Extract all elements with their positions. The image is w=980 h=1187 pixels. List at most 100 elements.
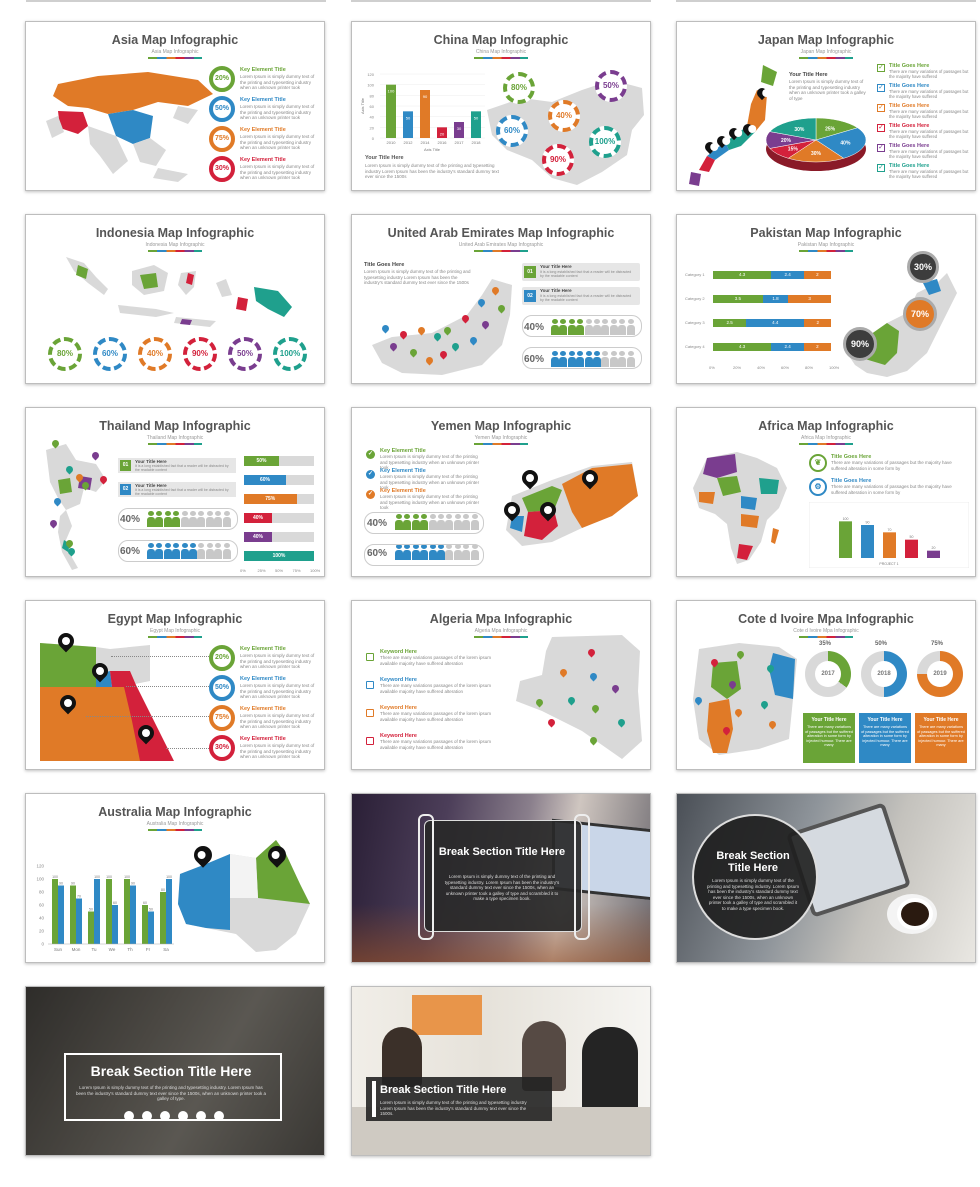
slide-australia-map[interactable]: Australia Map Infographic Australia Map … xyxy=(25,793,325,963)
person-icon xyxy=(593,357,601,367)
break-title: Break Section Title Here xyxy=(90,1063,252,1079)
percent-ring: 50% xyxy=(595,70,627,102)
person-icon xyxy=(559,325,568,335)
slide-title: Pakistan Map Infographic xyxy=(750,226,902,240)
person-icon xyxy=(197,549,206,559)
percent-ring: 100% xyxy=(589,126,621,158)
person-icon xyxy=(567,325,576,335)
slide-africa-map[interactable]: Africa Map Infographic Africa Map Infogr… xyxy=(676,407,976,577)
person-icon xyxy=(584,357,593,367)
percent-label: 40% xyxy=(524,322,545,333)
bar-value: 50 xyxy=(406,115,411,120)
person-icon xyxy=(190,543,196,548)
person-icon xyxy=(189,549,197,559)
person-icon xyxy=(609,357,618,367)
color-stripe xyxy=(799,57,853,59)
person-icon xyxy=(403,550,412,560)
person-icon xyxy=(198,511,205,516)
slide-subtitle: Africa Map Infographic xyxy=(800,435,852,441)
prev-row-edge xyxy=(351,0,651,2)
person-icon xyxy=(148,511,154,516)
indonesia-map xyxy=(66,257,292,327)
progress-track xyxy=(244,532,314,542)
x-tick-label: We xyxy=(109,947,116,952)
bar-value: 90 xyxy=(423,94,428,99)
bar xyxy=(437,127,447,138)
person-icon xyxy=(559,357,568,367)
bar-value: 30 xyxy=(457,126,462,131)
slide-yemen-map[interactable]: Yemen Map Infographic Yemen Map Infograp… xyxy=(351,407,651,577)
bar-value: 50 xyxy=(89,908,93,912)
slide-uae-map[interactable]: United Arab Emirates Map Infographic Uni… xyxy=(351,214,651,384)
slide-thailand-map[interactable]: Thailand Map Infographic Thailand Map In… xyxy=(25,407,325,577)
slide-break-section-1[interactable]: Break Section Title Here Lorem Ipsum is … xyxy=(351,793,651,963)
person-icon xyxy=(470,550,479,560)
person-icon xyxy=(412,514,419,519)
x-tick-label: 80% xyxy=(805,365,814,370)
percent-ring: 80% xyxy=(48,337,82,371)
slide-egypt-map[interactable]: Egypt Map Infographic Egypt Map Infograp… xyxy=(25,600,325,770)
pie-slice xyxy=(769,117,817,141)
person-icon xyxy=(214,517,223,527)
slide-break-section-4[interactable]: Break Section Title Here Lorem Ipsum is … xyxy=(351,986,651,1156)
person-icon xyxy=(627,319,634,324)
slide-subtitle: Egypt Map Infographic xyxy=(149,628,201,634)
key-element-text: Lorem Ipsum is simply dummy text of the … xyxy=(380,494,480,510)
person-icon xyxy=(215,543,222,548)
person-icon xyxy=(421,544,428,549)
slide-indonesia-map[interactable]: Indonesia Map Infographic Indonesia Map … xyxy=(25,214,325,384)
title-goes-label: Title Goes Here xyxy=(889,103,930,109)
slide-cote-divoire-map[interactable]: Cote d Ivoire Mpa Infographic Cote d Ivo… xyxy=(676,600,976,770)
connector-line xyxy=(111,656,209,658)
person-icon xyxy=(577,351,584,356)
donut-year: 2017 xyxy=(815,661,841,687)
slide-pakistan-map[interactable]: Pakistan Map Infographic Pakistan Map In… xyxy=(676,214,976,384)
color-stripe xyxy=(474,636,528,638)
africa-map xyxy=(693,452,787,564)
person-icon xyxy=(412,544,419,549)
person-icon xyxy=(147,549,155,559)
person-icon xyxy=(602,319,609,324)
person-icon xyxy=(156,543,163,548)
slide-china-map[interactable]: China Map Infographic China Map Infograp… xyxy=(351,21,651,191)
info-box xyxy=(859,713,911,763)
person-icon xyxy=(173,511,180,516)
pie-slice xyxy=(815,127,867,159)
keyword-text: There are many variations passages of th… xyxy=(380,711,492,722)
percent-label: 60% xyxy=(524,354,545,365)
slide-algeria-map[interactable]: Algeria Mpa Infographic Algeria Mpa Info… xyxy=(351,600,651,770)
pictograph-frame xyxy=(364,544,484,566)
slide-japan-map[interactable]: Japan Map Infographic Japan Map Infograp… xyxy=(676,21,976,191)
slide-title: Thailand Map Infographic xyxy=(99,419,251,433)
banner-accent xyxy=(372,1081,376,1117)
bar xyxy=(142,905,148,944)
person-icon xyxy=(189,517,197,527)
x-tick-label: Fr xyxy=(146,947,151,952)
bar xyxy=(905,539,918,558)
percent-ring: 90% xyxy=(183,337,217,371)
person-icon xyxy=(197,517,206,527)
info-box-text: There are many variations of passages bu… xyxy=(805,725,853,748)
person-icon xyxy=(222,549,231,559)
title-goes-label: Title Goes Here xyxy=(364,262,405,268)
bar xyxy=(106,879,112,944)
slide-title: Algeria Mpa Infographic xyxy=(429,612,573,626)
pie-slice xyxy=(815,117,859,141)
slide-asia-map[interactable]: Asia Map Infographic Asia Map Infographi… xyxy=(25,21,325,191)
person-icon xyxy=(560,351,567,356)
keyword-text: There are many variations passages of th… xyxy=(380,683,492,694)
y-tick-label: 100 xyxy=(367,83,374,88)
color-stripe xyxy=(474,250,528,252)
slide-break-section-2[interactable]: Break Section Title Here Lorem Ipsum is … xyxy=(676,793,976,963)
person-icon xyxy=(172,549,181,559)
break-title: Break Section Title Here xyxy=(438,846,566,858)
title-goes-label: Title Goes Here xyxy=(889,83,930,89)
check-icon: ✓ xyxy=(366,470,375,479)
bar xyxy=(166,879,172,944)
slide-break-section-3[interactable]: Break Section Title Here Lorem Ipsum is … xyxy=(25,986,325,1156)
person-icon xyxy=(395,520,403,530)
pictograph-frame xyxy=(118,508,238,530)
bar-value: 70 xyxy=(888,528,892,532)
percent-ring: 20% xyxy=(209,645,235,671)
person-icon xyxy=(601,325,610,335)
